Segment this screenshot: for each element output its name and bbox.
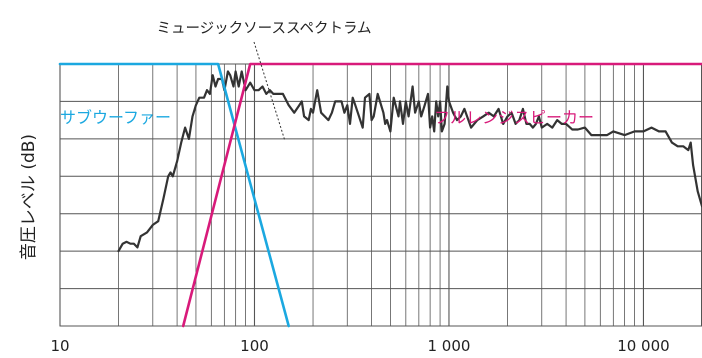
- y-axis-label: 音圧レベル (dB): [19, 134, 39, 260]
- x-tick-label: 10 000: [617, 337, 670, 355]
- series-line-2: [117, 70, 702, 253]
- x-tick-label: 100: [240, 337, 269, 355]
- labels: 音圧レベル (dB) ミュージックソーススペクトラム サブウーファー フルレンジ…: [19, 20, 594, 260]
- x-tick-label: 10: [50, 337, 69, 355]
- series-label-subwoofer: サブウーファー: [60, 108, 171, 127]
- x-tick-labels: 10 100 1 000 10 000: [50, 337, 669, 355]
- annotation-leader-line: [253, 41, 286, 142]
- series-line-0: [58, 62, 291, 328]
- series-label-fullrange: フルレンジスピーカー: [434, 108, 594, 127]
- annotation-label: ミュージックソーススペクトラム: [156, 20, 371, 37]
- series-line-1: [181, 62, 702, 328]
- x-tick-label: 1 000: [427, 337, 470, 355]
- series-layer: [58, 62, 702, 328]
